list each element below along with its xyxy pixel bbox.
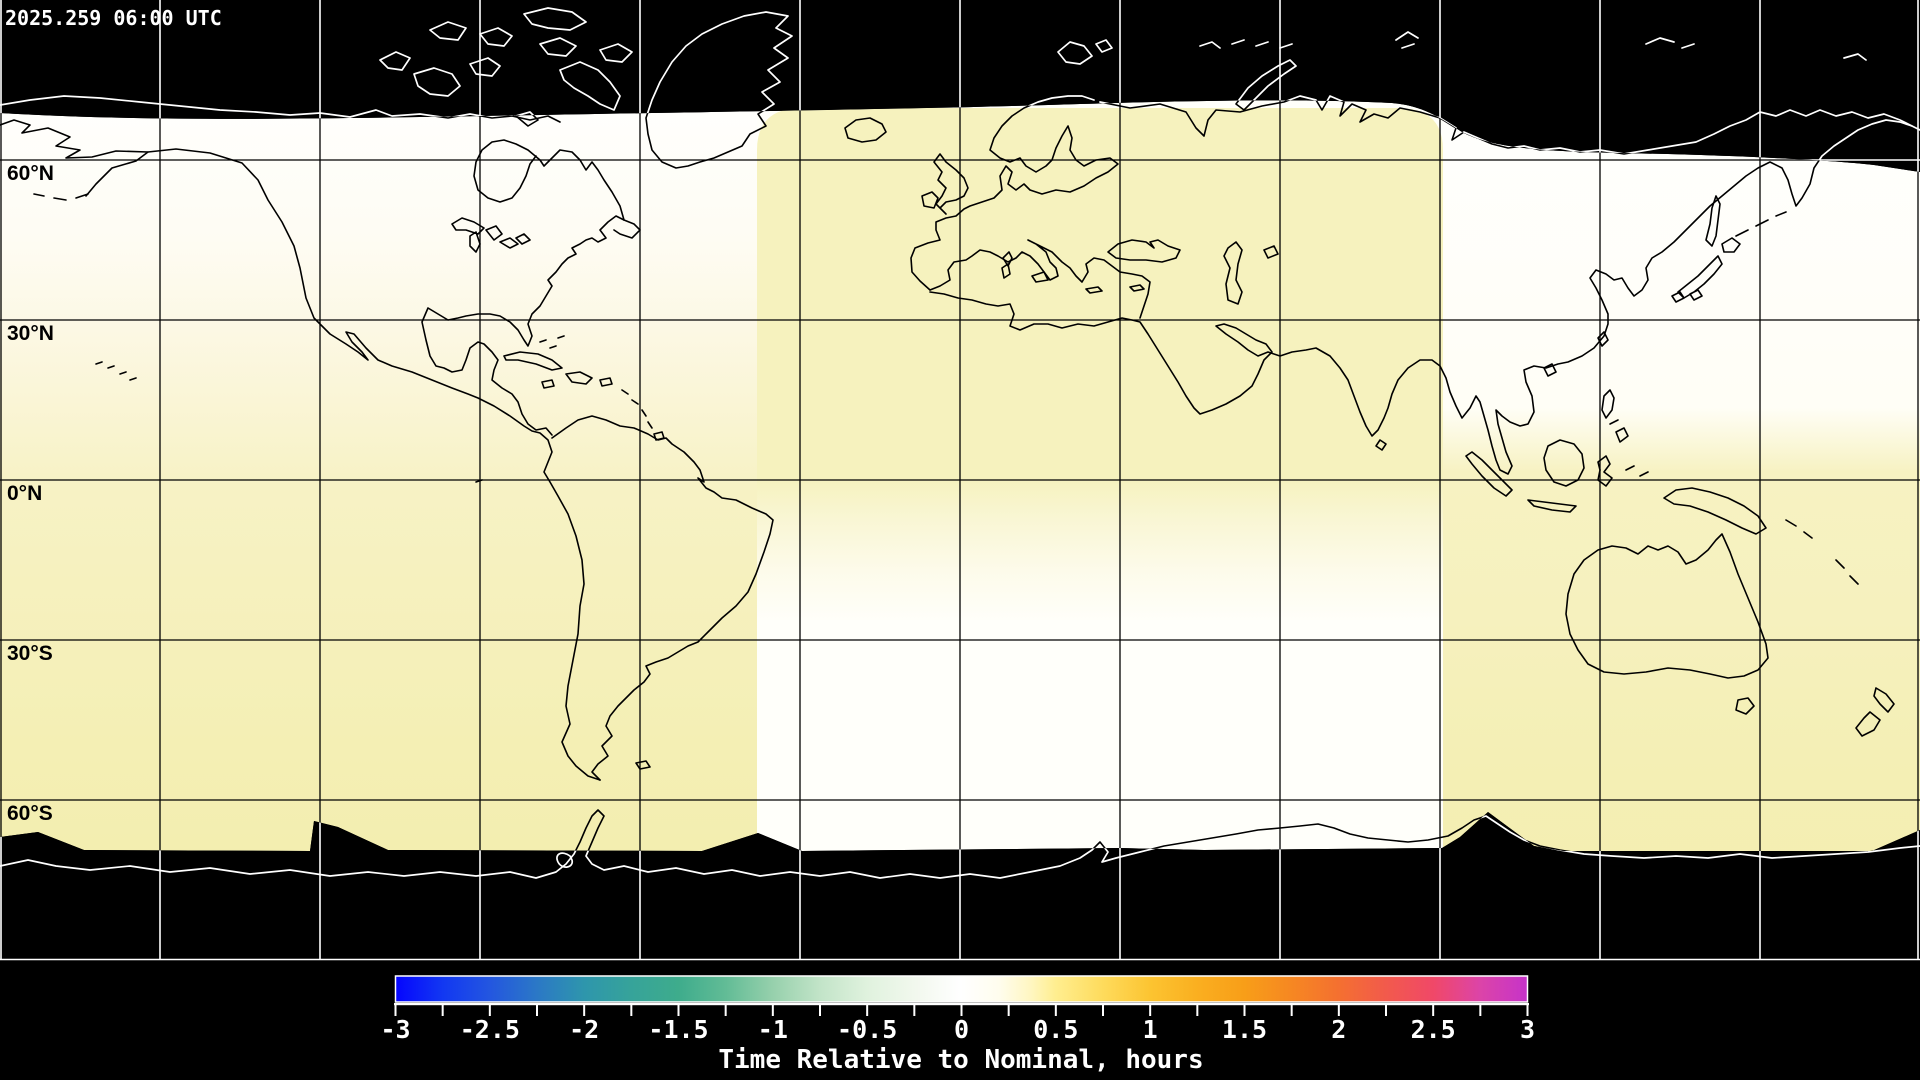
- coastline: [1465, 439, 1649, 513]
- colorbar-tick-label: 1: [1143, 1015, 1158, 1044]
- coastline: [844, 117, 887, 143]
- colorbar-tick-label: -2: [569, 1015, 599, 1044]
- colorbar-tick-label: 3: [1520, 1015, 1535, 1044]
- coastline: [921, 153, 969, 215]
- timestamp: 2025.259 06:00 UTC: [5, 6, 222, 30]
- colorbar-title: Time Relative to Nominal, hours: [718, 1045, 1203, 1075]
- colorbar-tick-label: 2: [1331, 1015, 1346, 1044]
- colorbar-tick-label: -1: [758, 1015, 788, 1044]
- colorbar-tick-label: -1.5: [648, 1015, 708, 1044]
- coastline: [451, 217, 531, 253]
- colorbar-tick-label: 2.5: [1411, 1015, 1456, 1044]
- coastline: [929, 239, 1151, 319]
- colorbar: -3 -2.5 -2 -1.5 -1 -0.5 0 0.5 1 1.5 2 2.5 3 Time Rel…: [380, 975, 1535, 1075]
- coastline: [929, 119, 1913, 475]
- coastline: [33, 193, 483, 483]
- colorbar-ticks: [394, 1005, 1529, 1016]
- latitude-labels: 60°N 30°N 0°N 30°S 60°S: [7, 162, 54, 825]
- latitude-label: 30°S: [7, 642, 53, 665]
- coastline: [1735, 687, 1895, 737]
- coastline: [556, 852, 573, 868]
- latitude-label: 60°S: [7, 802, 53, 825]
- coastline: [147, 148, 601, 781]
- graticule-on-light: [0, 0, 1920, 960]
- colorbar-tick-label: 1.5: [1222, 1015, 1267, 1044]
- colorbar-tick-label: 0.5: [1033, 1015, 1078, 1044]
- colorbar-tick-labels: -3 -2.5 -2 -1.5 -1 -0.5 0 0.5 1 1.5 2 2.5 3: [380, 1015, 1535, 1044]
- coastline: [1107, 239, 1279, 305]
- coastline: [1001, 251, 1145, 294]
- coastline: [1375, 439, 1387, 451]
- coastline: [0, 119, 149, 197]
- coastline: [473, 139, 625, 221]
- colorbar-axis-line: [394, 1003, 1529, 1006]
- swath-right: [1443, 100, 1920, 852]
- coastline: [0, 809, 1920, 879]
- coastline: [1543, 195, 1787, 377]
- colorbar-tick-label: -3: [380, 1015, 410, 1044]
- latitude-label: 30°N: [7, 322, 54, 345]
- colorbar-tick-label: -2.5: [460, 1015, 520, 1044]
- swath-center-yellow: [757, 108, 1443, 622]
- latitude-label: 60°N: [7, 162, 54, 185]
- coastline: [421, 215, 641, 436]
- swath-left: [0, 100, 757, 852]
- coastline: [1601, 389, 1629, 443]
- coastline: [1663, 487, 1859, 585]
- coastline: [379, 7, 633, 127]
- coastline: [503, 335, 665, 441]
- latitude-label: 0°N: [7, 482, 42, 505]
- coastline: [910, 100, 1119, 291]
- colorbar-gradient: [394, 975, 1529, 1003]
- coastline: [645, 100, 793, 169]
- colorbar-tick-label: -0.5: [837, 1015, 897, 1044]
- coastline: [1565, 533, 1769, 679]
- coastline: [635, 760, 651, 770]
- coastline: [1057, 31, 1867, 111]
- colorbar-tick-label: 0: [954, 1015, 969, 1044]
- day-swath: [0, 100, 1920, 852]
